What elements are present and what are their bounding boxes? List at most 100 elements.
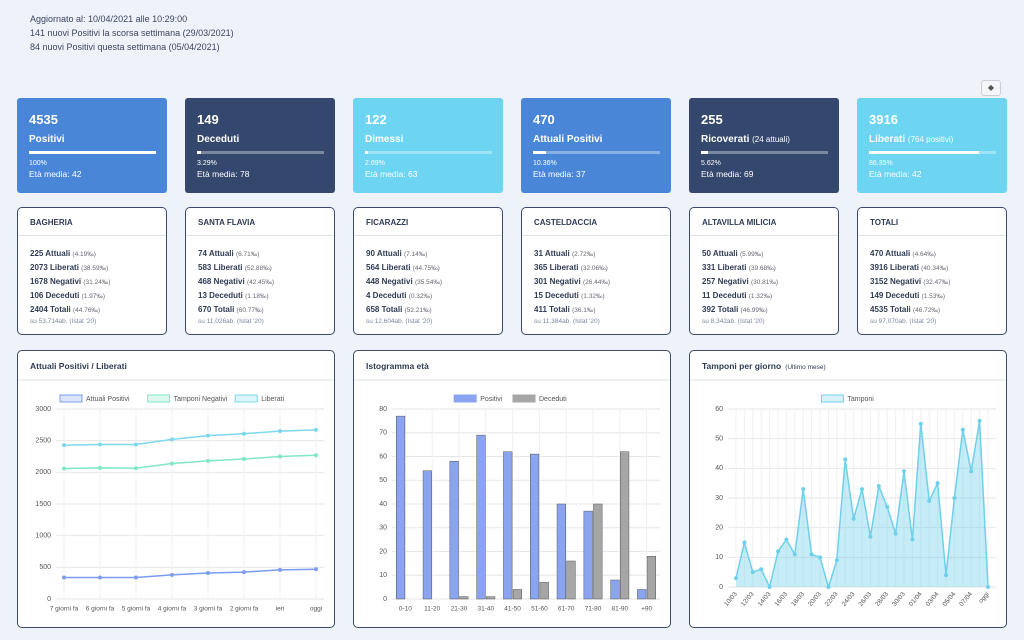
stat-percent: 5.62% [701, 160, 721, 167]
town-row: 149 Deceduti (1.53‰) [870, 289, 994, 303]
stat-card: 149 Deceduti 3.29% Età media: 78 [185, 98, 335, 193]
y-tick-label: 20 [715, 525, 723, 532]
row-rate: (42.45‰) [246, 279, 275, 286]
stat-age: Età media: 42 [869, 169, 922, 179]
x-tick-label: 61-70 [558, 606, 575, 613]
stat-percent: 10.36% [533, 160, 557, 167]
bar [556, 503, 566, 600]
legend-label: Tamponi [847, 396, 874, 403]
point [62, 575, 66, 580]
town-population: su 11,026ab. (Istat '20) [198, 318, 264, 325]
stat-value: 3916 [869, 112, 898, 127]
progress-track [29, 151, 156, 154]
row-rate: (60.77‰) [236, 307, 264, 314]
row-count: 13 Deceduti [198, 291, 243, 300]
stat-age: Età media: 69 [701, 169, 754, 179]
progress-track [365, 151, 492, 154]
header-line: 84 nuovi Positivi questa settimana (05/0… [30, 42, 220, 52]
x-tick-label: 11-20 [424, 606, 441, 613]
bar [476, 434, 486, 600]
header: Aggiornato al: 10/04/2021 alle 10:29:00 1… [30, 12, 234, 54]
bar [486, 596, 496, 600]
row-rate: (5.99‰) [739, 251, 764, 258]
toggle-button[interactable]: ◆ [981, 80, 1001, 96]
bar [422, 470, 432, 600]
point [742, 540, 747, 545]
town-row: 658 Totali (52.21‰) [366, 303, 490, 317]
row-count: 583 Liberati [198, 263, 243, 272]
row-count: 257 Negativi [702, 277, 749, 286]
point [734, 576, 738, 581]
point [314, 453, 318, 458]
town-name: FICARAZZI [354, 208, 502, 236]
point [242, 457, 246, 462]
town-population: su 8,342ab. (Istat '20) [702, 318, 765, 325]
x-tick-label: 0-10 [399, 606, 412, 613]
progress-bar [365, 151, 369, 154]
row-rate: (7.14‰) [403, 251, 428, 258]
x-tick-label: 7 giorni fa [50, 606, 79, 613]
header-line: Aggiornato al: 10/04/2021 alle 10:29:00 [30, 14, 188, 24]
row-count: 11 Deceduti [702, 291, 747, 300]
point [927, 498, 932, 503]
y-tick-label: 10 [379, 572, 387, 579]
town-row: 2404 Totali (44.76‰) [30, 303, 154, 317]
y-tick-label: 80 [379, 406, 387, 413]
point [792, 552, 797, 557]
stat-label: Ricoverati (24 attuali) [701, 134, 827, 145]
point [750, 570, 755, 575]
row-count: 301 Negativi [534, 277, 581, 286]
bar [610, 579, 620, 600]
town-row: 331 Liberati (39.68‰) [702, 261, 826, 275]
chart-title: Istogramma età [366, 361, 429, 371]
x-tick-label: 3 giorni fa [194, 606, 223, 613]
x-tick-label: 10/03 [723, 591, 739, 608]
town-row: 301 Negativi (26.44‰) [534, 275, 658, 289]
town-rows: 90 Attuali (7.14‰) 564 Liberati (44.75‰) 4… [354, 236, 502, 325]
x-tick-label: 51-60 [531, 606, 548, 613]
progress-track [869, 151, 996, 154]
row-count: 448 Negativi [366, 277, 413, 286]
town-rows: 50 Attuali (5.99‰) 331 Liberati (39.68‰) 2… [690, 236, 838, 325]
town-rows: 225 Attuali (4.19‰) 2073 Liberati (38.59‰… [18, 236, 166, 325]
legend-swatch [147, 394, 171, 403]
title-text: Istogramma età [366, 361, 429, 371]
stat-percent: 100% [29, 160, 47, 167]
town-row: 470 Attuali (4.64‰) [870, 247, 994, 261]
y-tick-label: 0 [719, 584, 723, 591]
x-tick-label: 05/04 [941, 591, 957, 608]
point [776, 549, 780, 554]
x-tick-label: 31-40 [477, 606, 494, 613]
x-tick-label: 30/03 [891, 591, 907, 608]
y-tick-label: 2500 [35, 438, 51, 445]
stat-label: Attuali Positivi [533, 134, 659, 145]
row-count: 658 Totali [366, 305, 403, 314]
stat-percent: 86.35% [869, 160, 893, 167]
row-count: 392 Totali [702, 305, 739, 314]
y-tick-label: 0 [47, 596, 51, 603]
town-rows: 31 Attuali (2.72‰) 365 Liberati (32.06‰) 3… [522, 236, 670, 325]
point [860, 487, 864, 492]
row-count: 106 Deceduti [30, 291, 80, 300]
row-count: 3916 Liberati [870, 263, 919, 272]
town-row: 468 Negativi (42.45‰) [198, 275, 322, 289]
y-tick-label: 30 [379, 525, 387, 532]
point [952, 496, 957, 500]
point [885, 504, 890, 509]
row-rate: (0.32‰) [408, 293, 433, 300]
line [63, 454, 317, 470]
row-rate: (46.99‰) [740, 307, 768, 314]
y-tick-label: 3000 [35, 406, 51, 413]
point [98, 575, 102, 580]
point [784, 537, 789, 542]
chart-title: Tamponi per giorno (Ultimo mese) [702, 361, 826, 371]
progress-bar [533, 151, 547, 154]
point [935, 481, 940, 486]
point [278, 454, 282, 459]
town-population: su 97,070ab. (Istat '20) [870, 318, 937, 325]
town-row: 1678 Negativi (31.24‰) [30, 275, 154, 289]
point [918, 421, 923, 426]
stat-name: Ricoverati [701, 134, 750, 145]
town-name: SANTA FLAVIA [186, 208, 334, 236]
town-row: 4 Deceduti (0.32‰) [366, 289, 490, 303]
